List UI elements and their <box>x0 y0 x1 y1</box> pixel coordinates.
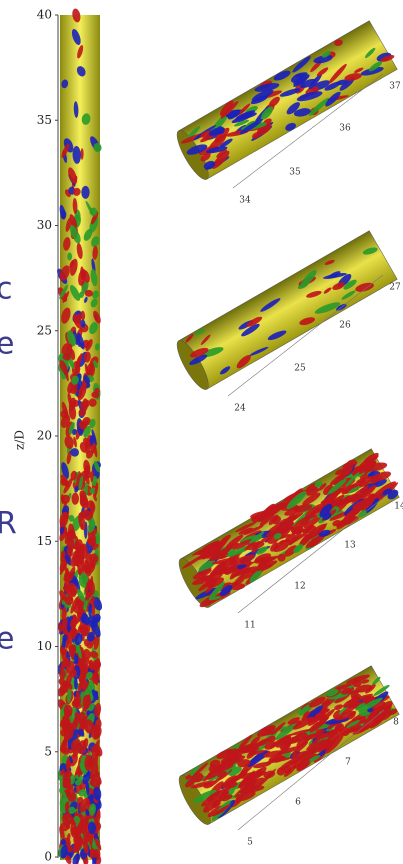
panel-tick-label: 5 <box>247 838 253 848</box>
tick-label: 30 <box>37 218 52 232</box>
panel-tick-label: 13 <box>344 541 356 551</box>
section-surface <box>179 21 398 179</box>
panel-tick-label: 24 <box>234 404 246 414</box>
tick-label: 25 <box>37 323 52 337</box>
panel-tick-label: 26 <box>339 321 351 331</box>
side-letter: R <box>0 507 17 542</box>
axis-label: z/D <box>13 430 27 450</box>
panel-tick-label: 8 <box>393 718 399 728</box>
tick-label: 0 <box>44 850 52 864</box>
panel-tick-label: 36 <box>339 124 351 134</box>
panel-tick-label: 12 <box>294 582 305 592</box>
tick-label: 40 <box>37 8 52 22</box>
pipe-section <box>171 441 403 613</box>
panel-tick-label: 35 <box>289 168 301 178</box>
panel-tick-label: 34 <box>239 196 251 206</box>
tick-label: 15 <box>37 534 52 548</box>
panel-tick-label: 27 <box>389 283 401 293</box>
section-surface <box>179 231 398 389</box>
pipe-section <box>173 661 403 830</box>
side-letter: e <box>0 622 14 657</box>
tick-label: 20 <box>37 429 52 443</box>
pipe-section <box>172 231 398 394</box>
panel-tick-label: 6 <box>295 798 301 808</box>
pipe-section <box>171 17 402 184</box>
panel-tick-label: 11 <box>244 621 255 631</box>
panel-tick-label: 37 <box>389 82 401 92</box>
tick-label: 10 <box>37 639 52 653</box>
panel-tick-label: 7 <box>345 758 351 768</box>
panel-tick-label: 25 <box>294 364 306 374</box>
tick-label: 35 <box>37 113 52 127</box>
side-letter: e <box>0 327 14 362</box>
tick-label: 5 <box>44 744 52 758</box>
vortex <box>67 252 72 260</box>
panel-tick-label: 14 <box>394 502 403 512</box>
side-letter: c <box>0 272 13 307</box>
figure: z/D ceRe05101520253035403435363724252627… <box>0 0 403 864</box>
